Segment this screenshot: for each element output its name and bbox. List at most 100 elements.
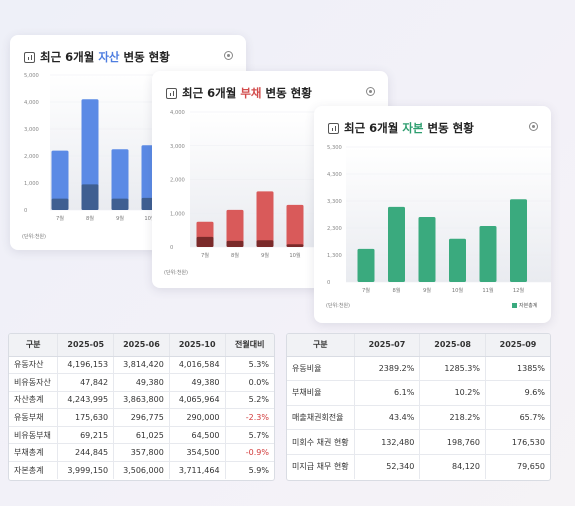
table-row: 미지급 채무 현황 52,340 84,120 79,650 bbox=[287, 454, 550, 479]
column-header: 2025-06 bbox=[113, 334, 170, 357]
cell-value: 61,025 bbox=[113, 426, 170, 445]
cell-value: 3,711,464 bbox=[169, 461, 226, 480]
bar bbox=[510, 199, 527, 282]
column-header: 구분 bbox=[9, 334, 59, 357]
x-tick-label: 9월 bbox=[261, 251, 269, 259]
bar bbox=[111, 149, 129, 210]
asset-chart-title: 최근 6개월 자산 변동 현황 bbox=[24, 49, 170, 65]
cell-value: -2.3% bbox=[225, 408, 274, 427]
balance-table: 구분 2025-05 2025-06 2025-10 전월대비 유동자산 4,196,15… bbox=[8, 333, 275, 481]
cell-value: 198,760 bbox=[419, 429, 486, 455]
x-tick-label: 8월 bbox=[392, 286, 400, 294]
cell-value: 132,480 bbox=[354, 429, 421, 455]
table-row: 매출채권회전율 43.4% 218.2% 65.7% bbox=[287, 405, 550, 431]
y-tick-label: 0 bbox=[327, 280, 330, 286]
cell-value: 49,380 bbox=[169, 373, 226, 392]
row-label: 미회수 채권 현황 bbox=[287, 429, 355, 455]
column-header: 2025-09 bbox=[485, 334, 550, 357]
equity-chart-card: 최근 6개월 자본 변동 현황 5,300 4,300 3,300 2,300 1,30… bbox=[314, 106, 551, 323]
bar bbox=[51, 150, 69, 210]
y-tick-label: 1,300 bbox=[327, 253, 342, 259]
table-header-row: 구분 2025-05 2025-06 2025-10 전월대비 bbox=[9, 334, 274, 357]
table-row: 유동부채 175,630 296,775 290,000 -2.3% bbox=[9, 408, 274, 427]
bar bbox=[388, 206, 405, 282]
x-tick-label: 7월 bbox=[201, 251, 209, 259]
column-header: 2025-07 bbox=[354, 334, 421, 357]
cell-value: 5.7% bbox=[225, 426, 274, 445]
cell-value: 3,863,800 bbox=[113, 391, 170, 410]
x-tick-label: 7월 bbox=[362, 286, 370, 294]
cell-value: 69,215 bbox=[57, 426, 115, 445]
legend-label: 자본총계 bbox=[519, 303, 538, 309]
cell-value: 218.2% bbox=[419, 405, 486, 431]
y-tick-label: 5,000 bbox=[24, 73, 39, 79]
x-tick-label: 11월 bbox=[482, 286, 494, 294]
chart-icon bbox=[24, 51, 35, 63]
y-tick-label: 3,000 bbox=[170, 144, 185, 150]
cell-value: 290,000 bbox=[169, 408, 226, 427]
bar bbox=[479, 225, 497, 282]
y-tick-label: 4,000 bbox=[170, 110, 185, 116]
cell-value: 357,800 bbox=[113, 443, 170, 463]
row-label: 유동부채 bbox=[9, 408, 59, 427]
table-row: 비유동부채 69,215 61,025 64,500 5.7% bbox=[9, 426, 274, 445]
row-label: 자산총계 bbox=[9, 391, 59, 410]
table-row: 부채비율 6.1% 10.2% 9.6% bbox=[287, 380, 550, 406]
bar bbox=[256, 191, 274, 247]
cell-value: 79,650 bbox=[517, 462, 545, 472]
y-tick-label: 2,300 bbox=[327, 226, 342, 232]
settings-icon[interactable] bbox=[224, 51, 233, 60]
settings-icon[interactable] bbox=[366, 87, 375, 96]
bar bbox=[51, 198, 69, 210]
cell-value: 4,243,995 bbox=[57, 391, 115, 410]
bar bbox=[256, 240, 274, 247]
y-tick-label: 0 bbox=[24, 208, 27, 214]
y-tick-label: 4,000 bbox=[24, 100, 39, 106]
cell-value: 9.6% bbox=[485, 380, 550, 406]
x-tick-label: 8월 bbox=[231, 251, 239, 259]
table-row: 부채총계 244,845 357,800 354,500 -0.9% bbox=[9, 443, 274, 463]
cell-value: -0.9% bbox=[225, 443, 274, 463]
table-row: 비유동자산 47,842 49,380 49,380 0.0% bbox=[9, 373, 274, 392]
equity-chart-title: 최근 6개월 자본 변동 현황 bbox=[328, 120, 474, 136]
x-tick-label: 7월 bbox=[56, 214, 64, 222]
cell-value: 65.7% bbox=[485, 405, 550, 431]
bar bbox=[226, 240, 244, 247]
bar bbox=[449, 238, 466, 282]
cell-value: 49,380 bbox=[113, 373, 170, 392]
settings-icon[interactable] bbox=[529, 122, 538, 131]
table-row: 미회수 채권 현황 132,480 198,760 176,530 bbox=[287, 429, 550, 455]
cell-value: 43.4% bbox=[354, 405, 421, 431]
y-tick-label: 5,300 bbox=[327, 145, 342, 151]
row-label: 유동비율 bbox=[287, 356, 355, 382]
chart-icon bbox=[328, 122, 339, 134]
cell-value: 10.2% bbox=[419, 380, 486, 406]
cell-value: 175,630 bbox=[57, 408, 115, 427]
cell-value: 4,065,964 bbox=[169, 391, 226, 410]
chart-icon bbox=[166, 87, 177, 99]
table-row: 자본총계 3,999,150 3,506,000 3,711,464 5.9% bbox=[9, 461, 274, 480]
column-header: 전월대비 bbox=[225, 334, 274, 357]
row-label: 미지급 채무 현황 bbox=[287, 454, 355, 479]
bar bbox=[286, 244, 304, 247]
bar bbox=[81, 99, 99, 210]
column-header: 2025-08 bbox=[419, 334, 486, 357]
cell-value: 84,120 bbox=[419, 454, 486, 479]
x-tick-label: 10월 bbox=[144, 214, 156, 222]
bar bbox=[81, 184, 99, 210]
ratio-table-grid: 구분 2025-07 2025-08 2025-09 유동비율 2389.2% 1285.… bbox=[287, 334, 550, 479]
cell-value: 64,500 bbox=[169, 426, 226, 445]
y-tick-label: 3,000 bbox=[24, 127, 39, 133]
cell-value: 47,842 bbox=[57, 373, 115, 392]
x-tick-label: 9월 bbox=[116, 214, 124, 222]
cell-value: 3,999,150 bbox=[57, 461, 115, 480]
cell-value: 354,500 bbox=[169, 443, 226, 463]
unit-label: (단위:천원) bbox=[164, 270, 188, 276]
cell-value: 5.2% bbox=[225, 391, 274, 410]
unit-label: (단위:천원) bbox=[22, 234, 46, 240]
y-tick-label: 2,000 bbox=[24, 154, 39, 160]
ratio-table: 구분 2025-07 2025-08 2025-09 유동비율 2389.2% 1285.… bbox=[286, 333, 551, 481]
row-label: 자본총계 bbox=[9, 461, 59, 480]
bar bbox=[111, 198, 129, 210]
row-label: 비유동부채 bbox=[9, 426, 59, 445]
